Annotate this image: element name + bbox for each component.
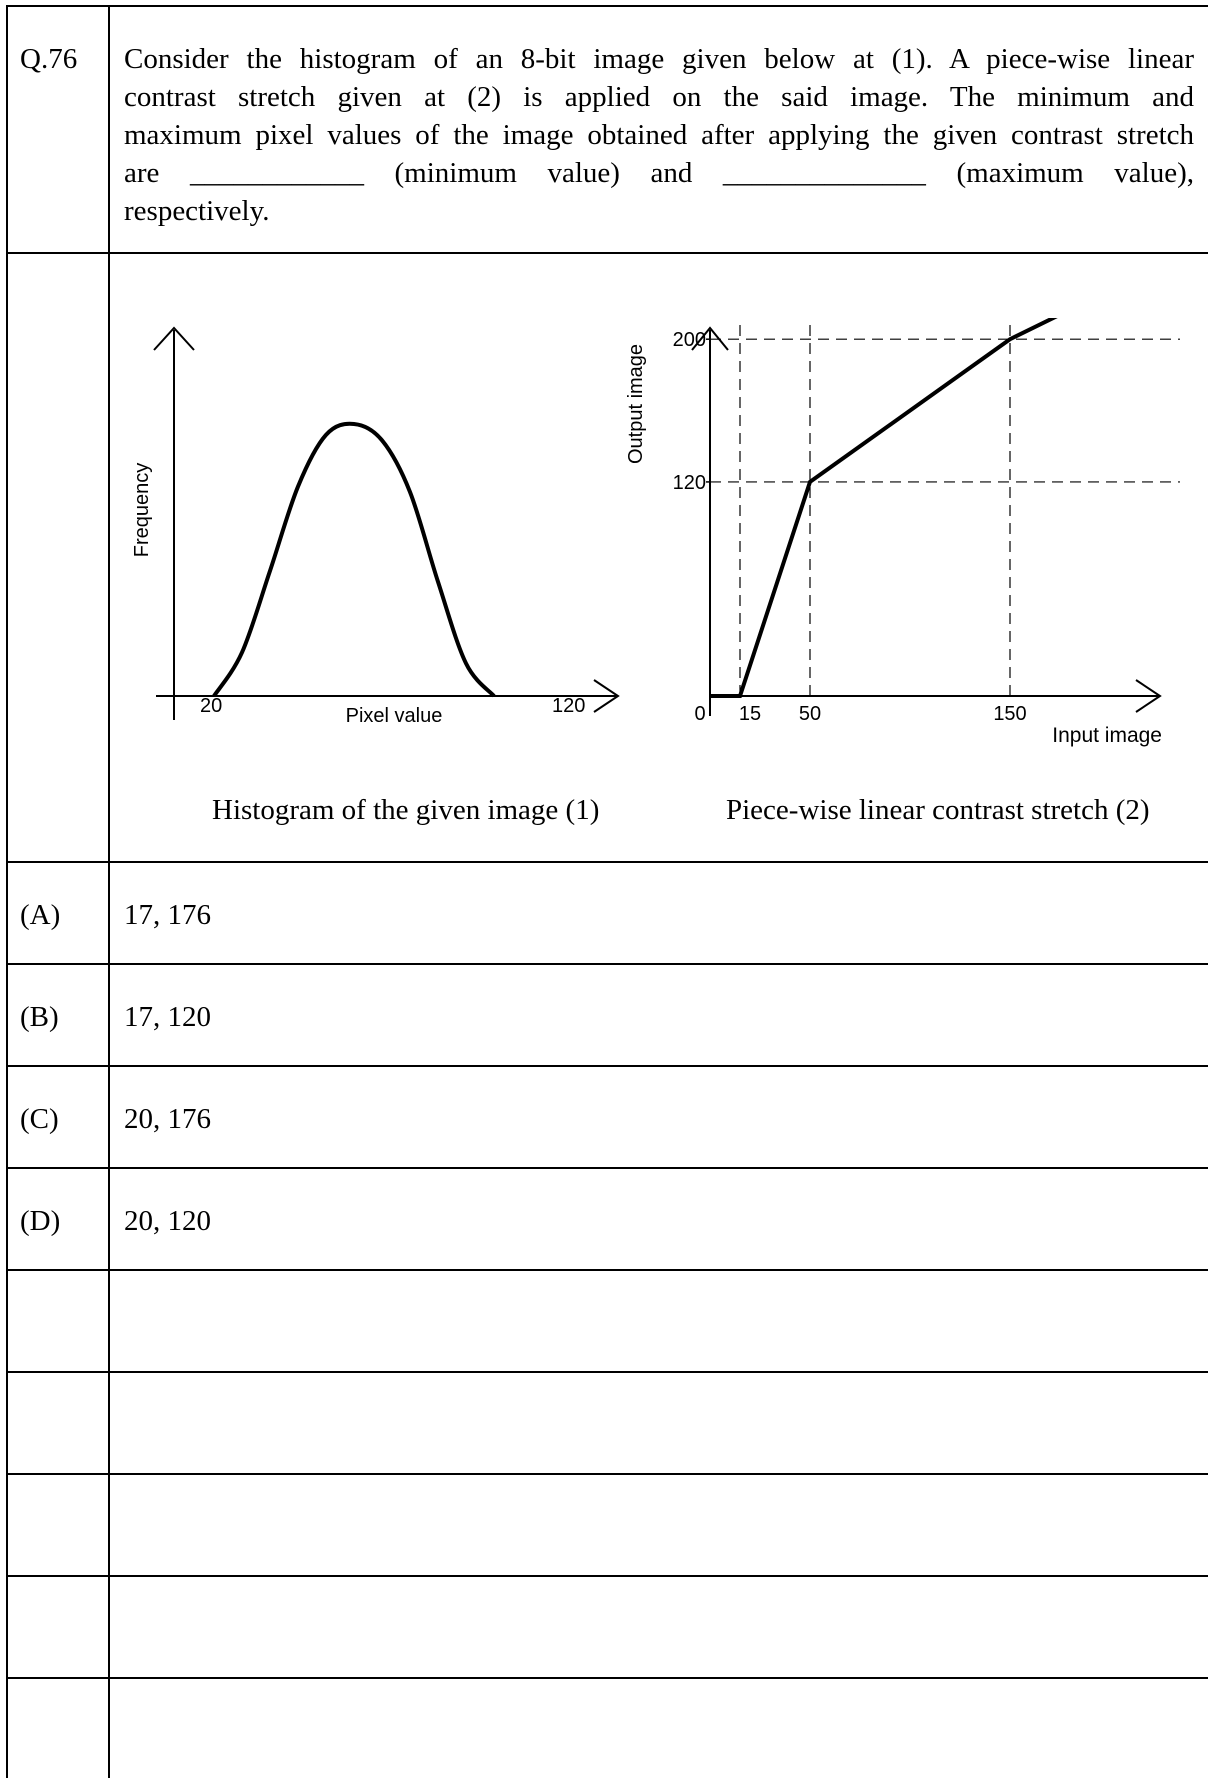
option-label-d: (D) <box>20 1205 61 1237</box>
stretch-curve <box>710 318 1058 698</box>
column-divider <box>108 6 110 1778</box>
row-divider <box>6 252 1208 254</box>
stretch-caption: Piece-wise linear contrast stretch (2) <box>726 794 1150 826</box>
histogram-chart: 20 120 Pixel value Frequency <box>131 326 620 727</box>
stretch-x-tick-label: 0 <box>694 703 705 725</box>
option-text-c[interactable]: 20, 176 <box>124 1103 211 1135</box>
row-divider <box>6 1677 1208 1679</box>
stretch-y-arrowhead <box>691 326 729 351</box>
row-divider <box>6 1575 1208 1577</box>
histogram-curve <box>212 421 496 698</box>
option-text-b[interactable]: 17, 120 <box>124 1001 211 1033</box>
contrast-stretch-chart: 01550150250120200255 Input image Output … <box>625 318 1180 747</box>
question-number: Q.76 <box>20 43 78 75</box>
option-label-c: (C) <box>20 1103 59 1135</box>
question-line: maximum pixel values of the image obtain… <box>124 119 1194 151</box>
question-line: Consider the histogram of an 8-bit image… <box>124 43 1194 75</box>
row-divider <box>6 1473 1208 1475</box>
row-divider <box>6 1371 1208 1373</box>
question-line: are ____________ (minimum value) and ___… <box>124 157 1194 189</box>
stretch-y-tick-label: 120 <box>673 472 706 494</box>
stretch-y-axis-label: Output image <box>625 344 647 464</box>
row-divider <box>6 861 1208 863</box>
histogram-caption: Histogram of the given image (1) <box>212 794 600 826</box>
option-label-a: (A) <box>20 899 61 931</box>
row-divider <box>6 1167 1208 1169</box>
histogram-x-tick-label: 120 <box>552 695 585 717</box>
option-label-b: (B) <box>20 1001 59 1033</box>
stretch-y-tick-label: 200 <box>673 329 706 351</box>
question-text: Consider the histogram of an 8-bit image… <box>124 40 1194 230</box>
row-divider <box>6 963 1208 965</box>
stretch-x-tick-label: 150 <box>993 703 1026 725</box>
top-border <box>6 5 1208 7</box>
stretch-x-arrowhead <box>1135 679 1162 713</box>
histogram-y-arrowhead <box>153 326 195 351</box>
histogram-x-arrowhead <box>593 679 620 713</box>
option-text-d[interactable]: 20, 120 <box>124 1205 211 1237</box>
row-divider <box>6 1065 1208 1067</box>
question-line: contrast stretch given at (2) is applied… <box>124 81 1194 113</box>
left-border <box>6 6 8 1778</box>
stretch-x-tick-label: 50 <box>799 703 821 725</box>
histogram-y-axis-label: Frequency <box>131 463 153 558</box>
option-text-a[interactable]: 17, 176 <box>124 899 211 931</box>
histogram-x-tick-label: 20 <box>200 695 222 717</box>
stretch-x-axis-label: Input image <box>1052 724 1162 747</box>
histogram-x-axis-label: Pixel value <box>346 705 443 727</box>
row-divider <box>6 1269 1208 1271</box>
question-line: respectively. <box>124 195 270 227</box>
stretch-x-tick-label: 15 <box>739 703 761 725</box>
